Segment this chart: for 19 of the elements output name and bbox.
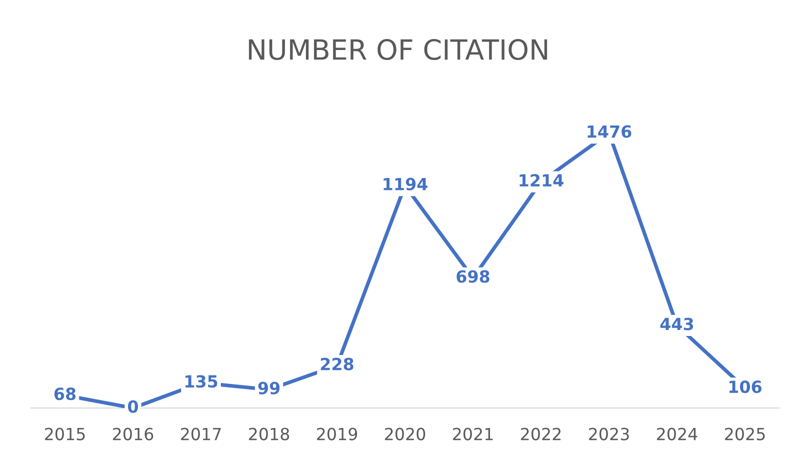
x-tick-label: 2024	[657, 428, 698, 440]
chart-title: NUMBER OF CITATION	[248, 39, 548, 60]
x-tick-label: 2022	[521, 428, 561, 440]
data-label: 1194	[384, 178, 428, 190]
x-tick-label: 2020	[385, 428, 426, 440]
data-label: 1214	[520, 174, 564, 186]
x-tick-label: 2018	[249, 428, 290, 440]
data-label: 1476	[588, 125, 632, 138]
data-label: 0	[128, 400, 138, 413]
x-tick-label: 2023	[589, 428, 629, 440]
x-tick-label: 2016	[113, 428, 154, 440]
x-tick-label: 2025	[725, 428, 765, 440]
data-label: 99	[258, 382, 280, 394]
data-label: 68	[54, 388, 76, 400]
data-label: 106	[729, 380, 762, 394]
x-tick-label: 2021	[453, 428, 493, 440]
x-tick-label: 2015	[45, 428, 85, 440]
x-tick-label: 2017	[181, 428, 221, 440]
x-tick-label: 2019	[317, 428, 358, 440]
